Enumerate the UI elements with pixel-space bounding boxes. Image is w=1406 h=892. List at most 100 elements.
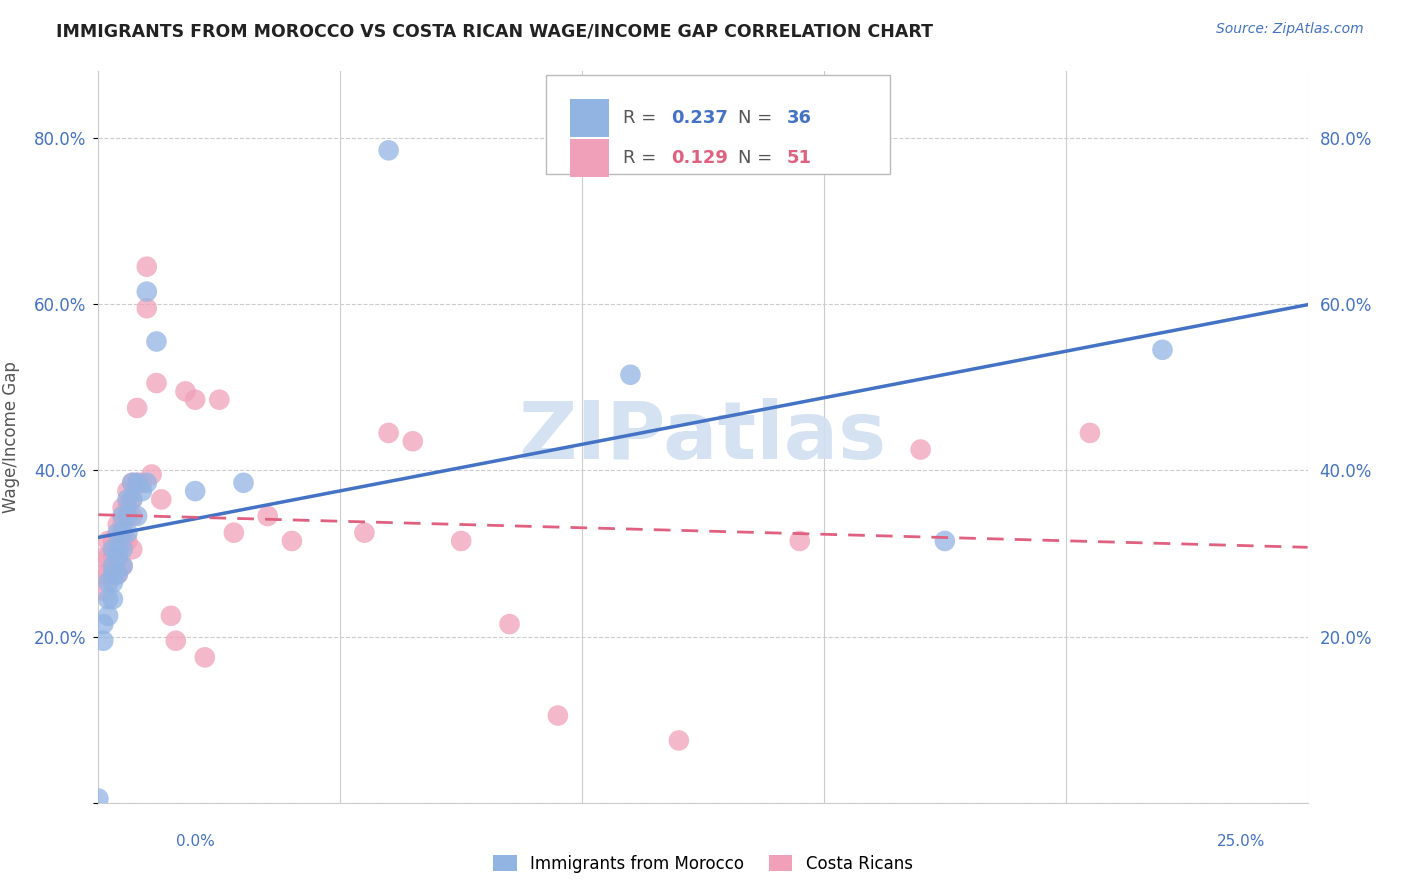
Point: [101, 542, 124, 557]
Legend: Immigrants from Morocco, Costa Ricans: Immigrants from Morocco, Costa Ricans: [486, 848, 920, 880]
Point: [107, 550, 129, 565]
Point: [101, 558, 124, 573]
Point: [97, 592, 120, 607]
Point: [101, 592, 124, 607]
Point: [547, 708, 569, 723]
Point: [141, 467, 163, 482]
Point: [111, 500, 134, 515]
Point: [934, 533, 956, 548]
Point: [174, 384, 197, 399]
Text: N =: N =: [738, 109, 778, 128]
Point: [135, 475, 157, 490]
Point: [97, 550, 120, 565]
Point: [121, 542, 143, 557]
Point: [208, 392, 231, 407]
Point: [97, 533, 120, 548]
Point: [101, 567, 124, 582]
Point: [117, 533, 139, 548]
Point: [127, 401, 149, 415]
Text: Source: ZipAtlas.com: Source: ZipAtlas.com: [1216, 22, 1364, 37]
Text: R =: R =: [623, 109, 662, 128]
Point: [121, 492, 143, 507]
Point: [107, 525, 129, 540]
Point: [117, 484, 139, 499]
Point: [127, 475, 149, 490]
Point: [91, 550, 114, 565]
Point: [135, 301, 157, 316]
Point: [145, 376, 167, 390]
FancyBboxPatch shape: [569, 99, 609, 137]
Point: [101, 567, 124, 582]
Point: [107, 567, 129, 582]
Text: 25.0%: 25.0%: [1218, 834, 1265, 849]
Text: N =: N =: [738, 150, 778, 168]
Text: R =: R =: [623, 150, 662, 168]
Point: [107, 542, 129, 557]
Point: [101, 575, 124, 590]
Point: [117, 509, 139, 524]
Point: [107, 567, 129, 582]
Point: [668, 733, 690, 747]
Point: [97, 575, 120, 590]
Point: [353, 525, 375, 540]
Point: [1152, 343, 1174, 357]
Point: [101, 533, 124, 548]
Point: [194, 650, 217, 665]
FancyBboxPatch shape: [546, 75, 890, 174]
Point: [111, 558, 134, 573]
Point: [127, 475, 149, 490]
Point: [107, 550, 129, 565]
Text: 0.237: 0.237: [672, 109, 728, 128]
Point: [117, 525, 139, 540]
Point: [117, 500, 139, 515]
Point: [97, 608, 120, 623]
Point: [91, 583, 114, 598]
Point: [910, 442, 932, 457]
Point: [222, 525, 245, 540]
Point: [619, 368, 641, 382]
Text: IMMIGRANTS FROM MOROCCO VS COSTA RICAN WAGE/INCOME GAP CORRELATION CHART: IMMIGRANTS FROM MOROCCO VS COSTA RICAN W…: [56, 22, 934, 40]
Point: [160, 608, 183, 623]
Point: [121, 492, 143, 507]
Point: [789, 533, 811, 548]
Point: [1078, 425, 1101, 440]
Text: ZIPatlas: ZIPatlas: [519, 398, 887, 476]
Point: [107, 517, 129, 532]
Point: [111, 509, 134, 524]
Point: [165, 633, 187, 648]
Point: [87, 791, 110, 805]
Point: [121, 475, 143, 490]
Text: 0.129: 0.129: [672, 150, 728, 168]
Point: [402, 434, 425, 449]
Text: 51: 51: [786, 150, 811, 168]
Point: [135, 260, 157, 274]
Point: [91, 617, 114, 632]
Point: [256, 509, 278, 524]
Point: [145, 334, 167, 349]
FancyBboxPatch shape: [569, 139, 609, 178]
Point: [498, 617, 520, 632]
Point: [107, 533, 129, 548]
Point: [101, 550, 124, 565]
Point: [184, 392, 207, 407]
Point: [117, 492, 139, 507]
Point: [111, 542, 134, 557]
Point: [91, 633, 114, 648]
Point: [111, 517, 134, 532]
Text: 0.0%: 0.0%: [176, 834, 215, 849]
Point: [91, 567, 114, 582]
Point: [111, 558, 134, 573]
Point: [377, 144, 399, 158]
Point: [121, 475, 143, 490]
Point: [97, 567, 120, 582]
Point: [184, 484, 207, 499]
Point: [232, 475, 254, 490]
Point: [127, 509, 149, 524]
Point: [111, 533, 134, 548]
Point: [377, 425, 399, 440]
Point: [150, 492, 173, 507]
Point: [121, 509, 143, 524]
Point: [135, 285, 157, 299]
Text: 36: 36: [786, 109, 811, 128]
Point: [131, 484, 153, 499]
